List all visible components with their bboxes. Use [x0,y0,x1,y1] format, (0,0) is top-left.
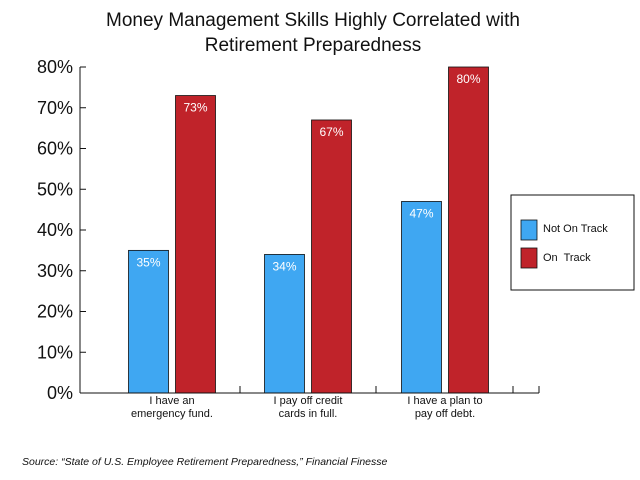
legend-swatch-not-on-track [520,219,538,241]
y-tick-label: 30% [37,261,73,281]
legend-swatch-on-track [520,247,538,269]
bar [401,201,442,394]
y-tick-label: 80% [37,57,73,77]
y-tick-label: 60% [37,139,73,159]
chart-title-line-2: Retirement Preparedness [205,35,422,56]
x-axis: I have an emergency fund. I pay off credit… [79,386,540,420]
legend-box [510,194,635,291]
bar [448,66,489,394]
chart-title-line-1: Money Management Skills Highly Correlate… [106,10,520,31]
bar [311,119,352,394]
x-tick-label: I have a plan to pay off debt. [407,395,482,420]
x-tick-label: I pay off credit cards in full. [274,395,343,420]
y-tick-label: 20% [37,302,73,322]
legend-label-on-track: On Track [543,252,591,264]
bars: 35% 34% 47% 73% 67% 80% [128,66,489,394]
bar-value-label: 80% [456,72,480,86]
bar [175,95,216,394]
bar [264,254,305,394]
legend-label-not-on-track: Not On Track [543,223,608,235]
bar-value-label: 35% [136,255,160,269]
y-tick-label: 50% [37,179,73,199]
legend: Not On Track On Track [510,194,635,291]
x-tick-label: I have an emergency fund. [131,395,213,420]
y-axis: 0% 10% 20% 30% 40% 50% 60% 70% 80% [37,57,86,403]
y-tick-label: 70% [37,98,73,118]
bar-value-label: 47% [409,206,433,220]
source-note: Source: “State of U.S. Employee Retireme… [22,456,387,468]
bar-value-label: 73% [183,101,207,115]
y-tick-label: 10% [37,342,73,362]
bar-value-label: 67% [319,125,343,139]
y-tick-label: 40% [37,220,73,240]
bar-value-label: 34% [272,259,296,273]
y-tick-label: 0% [47,383,73,403]
bar [128,249,169,394]
